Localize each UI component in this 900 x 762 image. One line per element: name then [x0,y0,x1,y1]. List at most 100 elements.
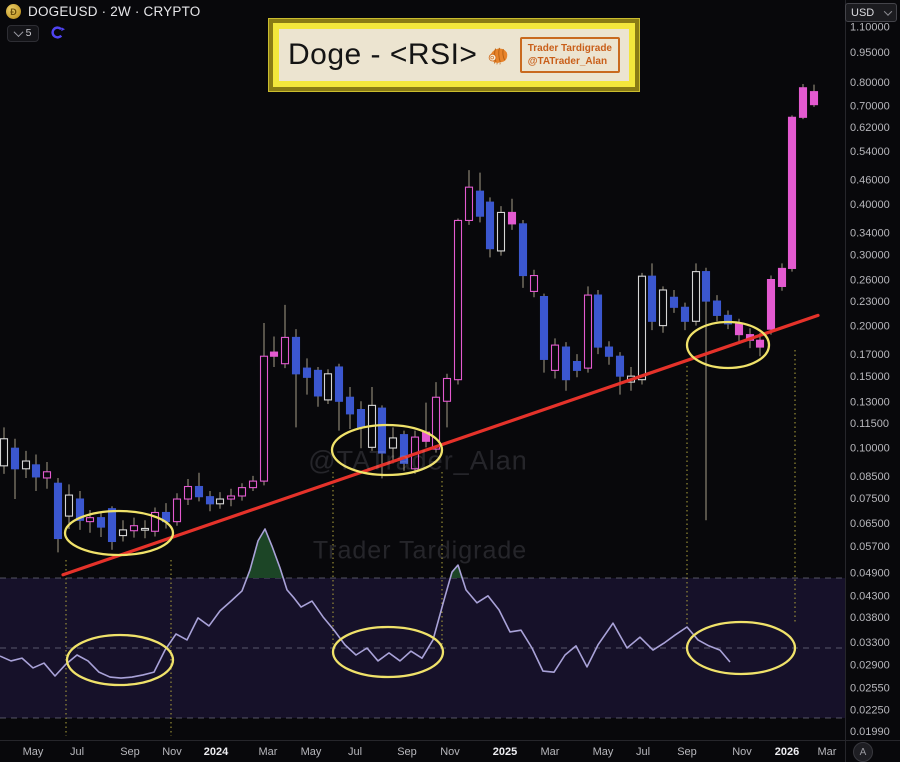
candle-body [194,485,204,498]
candle-body [280,336,290,365]
symbol-bar: Ð DOGEUSD · 2W · CRYPTO [6,4,200,19]
time-axis-label[interactable]: May [301,746,322,758]
price-axis-label[interactable]: 0.04900 [850,568,890,580]
price-axis-label[interactable]: 0.02250 [850,704,890,716]
time-axis-label[interactable]: Sep [397,746,417,758]
candle-body [669,296,679,308]
candle-body [647,275,657,322]
price-axis-label[interactable]: 0.80000 [850,77,890,89]
price-axis-label[interactable]: 0.30000 [850,249,890,261]
currency-selector[interactable]: USD [845,3,897,22]
time-axis-label[interactable]: Nov [440,746,460,758]
candle-body [313,369,323,397]
banner-title: Doge - <RSI> [288,38,478,71]
time-axis-label[interactable]: Mar [818,746,837,758]
price-axis-label[interactable]: 0.13000 [850,396,890,408]
time-axis-label[interactable]: 2026 [775,746,799,758]
highlight-ellipse [685,320,771,370]
price-axis-label[interactable]: 0.02550 [850,682,890,694]
time-axis-label[interactable]: Sep [677,746,697,758]
price-axis-label[interactable]: 0.23000 [850,296,890,308]
price-axis-label[interactable]: 0.06500 [850,518,890,530]
chevron-down-icon [13,27,24,38]
indicator-count-chip[interactable]: 5 [7,25,39,42]
candle-body [323,373,333,401]
price-axis-label[interactable]: 0.03300 [850,637,890,649]
price-axis-label[interactable]: 0.40000 [850,199,890,211]
time-axis-label[interactable]: Sep [120,746,140,758]
chevron-down-icon [883,6,893,16]
time-axis-label[interactable]: Nov [732,746,752,758]
price-axis-label[interactable]: 0.62000 [850,122,890,134]
candle-body [701,271,711,302]
price-axis-label[interactable]: 0.26000 [850,275,890,287]
candle-body [399,434,409,464]
time-axis-label[interactable]: Jul [348,746,362,758]
time-axis-label[interactable]: Nov [162,746,182,758]
candle-body [561,346,571,381]
symbol-title[interactable]: DOGEUSD · 2W · CRYPTO [28,4,201,19]
time-axis-label[interactable]: May [23,746,44,758]
candle-body [766,278,776,330]
candle-body [269,351,279,357]
price-axis-label[interactable]: 0.03800 [850,612,890,624]
price-axis-label[interactable]: 0.95000 [850,47,890,59]
price-axis-label[interactable]: 0.07500 [850,493,890,505]
chart-title-banner: Doge - <RSI> Trader Tardigrade @TATrader… [268,18,640,92]
candle-body [604,346,614,357]
candle-body [129,525,139,532]
price-axis-label[interactable]: 0.01990 [850,726,890,738]
rsi-overbought-fill [450,565,463,578]
price-axis-label[interactable]: 1.10000 [850,21,890,33]
candle-body [118,529,128,537]
candle-body [583,294,593,369]
price-axis-label[interactable]: 0.04300 [850,591,890,603]
candle-body [172,498,182,523]
price-axis-label[interactable]: 0.08500 [850,471,890,483]
price-axis-label[interactable]: 0.05700 [850,541,890,553]
candle-body [302,367,312,378]
candle-body [572,360,582,371]
time-axis-label[interactable]: Mar [541,746,560,758]
highlight-ellipse [63,509,175,557]
banner-badge: Trader Tardigrade @TATrader_Alan [519,37,620,73]
candle-body [798,87,808,118]
price-axis-label[interactable]: 0.46000 [850,174,890,186]
tardigrade-logo-icon [489,47,508,65]
candle-body [755,339,765,348]
price-axis-label[interactable]: 0.15000 [850,371,890,383]
price-axis-label[interactable]: 0.34000 [850,227,890,239]
price-axis-label[interactable]: 0.54000 [850,146,890,158]
price-axis-label[interactable]: 0.10000 [850,442,890,454]
time-axis-label[interactable]: Mar [259,746,278,758]
price-axis-label[interactable]: 0.02900 [850,660,890,672]
price-axis-label[interactable]: 0.17000 [850,349,890,361]
badge-handle: @TATrader_Alan [527,56,608,67]
time-axis-label[interactable]: 2024 [204,746,229,758]
candle-body [96,517,106,528]
candle-body [64,494,74,517]
candle-body [507,211,517,225]
sync-icon[interactable] [50,25,65,40]
auto-scale-button[interactable]: A [853,742,873,762]
time-axis-label[interactable]: Jul [636,746,650,758]
candle-body [150,511,160,532]
time-axis-label[interactable]: May [593,746,614,758]
price-axis-label[interactable]: 0.11500 [850,418,889,430]
candle-body [10,447,20,470]
price-axis-label[interactable]: 0.20000 [850,321,890,333]
candle-body [345,396,355,415]
candle-body [777,267,787,287]
time-axis-label[interactable]: Jul [70,746,84,758]
candle-body [226,495,236,500]
time-axis-label[interactable]: 2025 [493,746,517,758]
candle-body [734,323,744,336]
price-axis-label[interactable]: 0.70000 [850,101,890,113]
candle-body [809,91,819,106]
candle-body [680,306,690,322]
candle-body [21,460,31,470]
badge-brand: Trader Tardigrade [527,43,612,54]
doge-coin-icon: Ð [6,4,21,19]
